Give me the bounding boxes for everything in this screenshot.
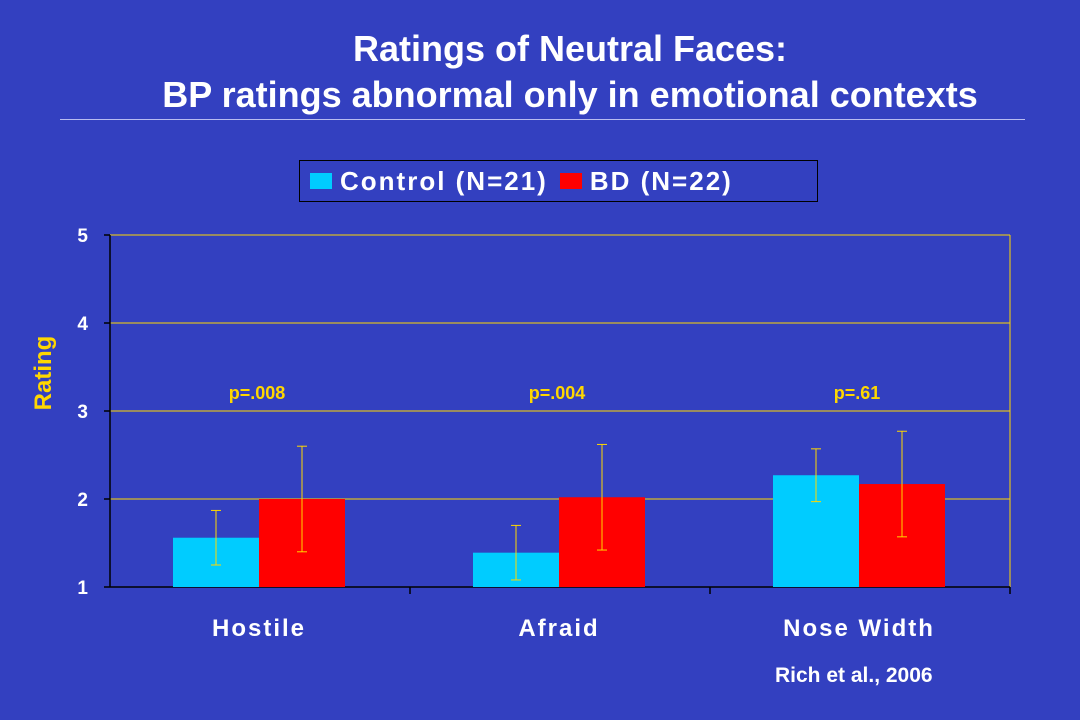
- chart-legend: Control (N=21) BD (N=22): [299, 160, 818, 202]
- legend-swatch-control: [310, 173, 332, 189]
- y-tick-label: 1: [77, 578, 88, 599]
- legend-item-bd: BD (N=22): [559, 165, 733, 197]
- x-category-label: Hostile: [212, 615, 306, 642]
- y-tick-label: 2: [77, 490, 88, 511]
- chart-title-line-2: BP ratings abnormal only in emotional co…: [162, 74, 978, 115]
- legend-label-bd: BD (N=22): [589, 165, 733, 196]
- y-tick-label: 5: [77, 226, 88, 247]
- y-tick-label: 4: [77, 314, 88, 335]
- x-category-label: Afraid: [518, 615, 599, 642]
- x-category-label: Nose Width: [783, 615, 935, 642]
- citation: Rich et al., 2006: [775, 664, 933, 687]
- title-divider: [60, 119, 1025, 120]
- y-tick-label: 3: [77, 402, 88, 423]
- legend-item-control: Control (N=21): [310, 166, 548, 197]
- p-value-annotation: p=.008: [229, 383, 286, 403]
- chart-title-line-1: Ratings of Neutral Faces:: [352, 28, 788, 69]
- legend-swatch-bd: [559, 173, 582, 189]
- p-value-annotation: p=.61: [834, 383, 881, 403]
- legend-label-control: Control (N=21): [340, 165, 548, 196]
- p-value-annotation: p=.004: [529, 383, 586, 403]
